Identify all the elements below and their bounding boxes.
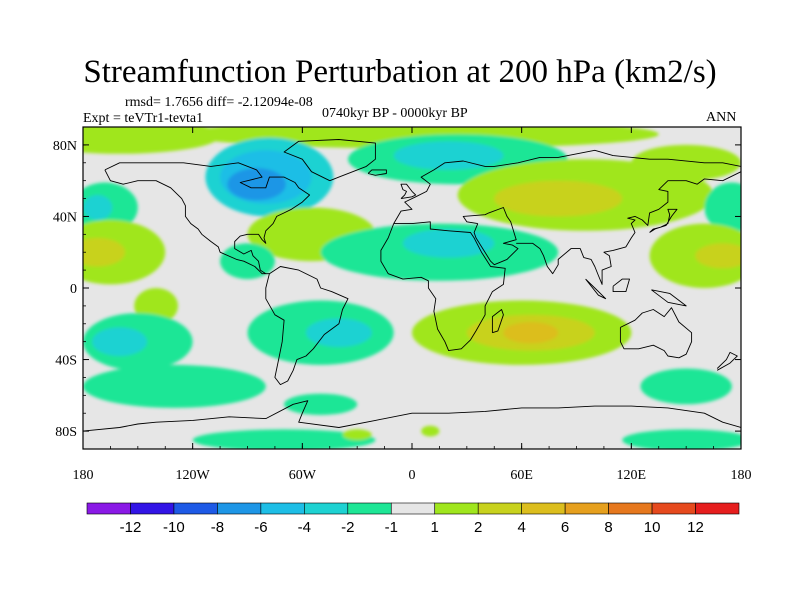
colorbar-swatch [477, 502, 522, 515]
season-label: ANN [706, 110, 737, 125]
coastline [619, 307, 693, 359]
colorbar-swatch [564, 502, 609, 515]
coastlines [83, 139, 741, 432]
lon-tick-label: 120E [617, 468, 647, 483]
lat-tick-label: 80S [55, 425, 77, 440]
colorbar-label: -6 [254, 519, 267, 536]
lat-tick-label: 0 [70, 282, 77, 297]
coastline [380, 221, 506, 352]
negative-anomaly [393, 141, 504, 170]
colorbar-swatch [695, 502, 740, 515]
negative-anomaly [220, 243, 275, 280]
colorbar-label: 4 [518, 519, 526, 536]
period-label: 0740kyr BP - 0000kyr BP [322, 106, 468, 121]
positive-anomaly [503, 322, 559, 344]
negative-anomaly [704, 182, 741, 233]
lat-tick-label: 80N [53, 139, 77, 154]
coastline [491, 309, 504, 334]
positive-anomaly [421, 425, 440, 437]
plot-title: Streamfunction Perturbation at 200 hPa (… [83, 54, 717, 90]
colorbar-label: 2 [474, 519, 482, 536]
lon-tick-label: 0 [409, 468, 416, 483]
negative-anomaly [83, 364, 266, 408]
negative-anomaly [192, 429, 376, 449]
colorbar-swatch [260, 502, 305, 515]
colorbar-label: 12 [687, 519, 704, 536]
lon-tick-label: 180 [731, 468, 752, 483]
colorbar-label: -12 [120, 519, 142, 536]
coastline [716, 351, 738, 371]
coastline [393, 149, 741, 224]
lon-tick-label: 120W [176, 468, 211, 483]
colorbar-swatch [434, 502, 479, 515]
negative-anomaly [92, 327, 147, 357]
stats-label: rmsd= 1.7656 diff= -2.12094e-08 [125, 95, 313, 110]
axis-ticks: 80N 40N 0 40S 80S 180 120W 60W 0 60E 120E 180 [53, 126, 752, 483]
colorbar-label: -10 [163, 519, 185, 536]
coastline [649, 208, 678, 233]
lon-tick-label: 60W [289, 468, 317, 483]
colorbar-label: -4 [298, 519, 311, 536]
coastline [367, 169, 387, 176]
negative-anomaly [402, 229, 495, 258]
negative-anomaly [284, 393, 358, 415]
colorbar-swatch [304, 502, 349, 515]
colorbar-label: -8 [211, 519, 224, 536]
coastline [283, 139, 376, 182]
positive-anomaly [631, 144, 741, 181]
experiment-label: Expt = teVTr1-tevta1 [83, 111, 204, 126]
colorbar-label: 6 [561, 519, 569, 536]
coastline [585, 278, 607, 300]
coastline [516, 171, 741, 285]
colorbar-swatch [217, 502, 262, 515]
positive-anomaly [494, 180, 623, 217]
colorbar: -12 -10 -8 -6 -4 -2 -1 1 2 4 6 8 10 12 [86, 502, 740, 536]
coastline [104, 162, 311, 275]
positive-anomaly [83, 237, 125, 267]
negative-anomaly [622, 429, 741, 449]
negative-anomaly [227, 168, 286, 201]
colorbar-swatch [608, 502, 653, 515]
colorbar-label: -1 [385, 519, 398, 536]
colorbar-label: -2 [341, 519, 354, 536]
coastline [265, 266, 349, 386]
lat-tick-label: 40N [53, 210, 77, 225]
colorbar-swatch [390, 502, 436, 515]
positive-anomaly [342, 429, 372, 441]
negative-anomaly [83, 195, 113, 220]
anomaly-field [83, 127, 741, 449]
colorbar-swatch [651, 502, 696, 515]
colorbar-swatch [521, 502, 566, 515]
lon-tick-label: 180 [73, 468, 94, 483]
negative-anomaly [640, 368, 732, 405]
colorbar-label: 10 [644, 519, 661, 536]
coastline [612, 278, 630, 293]
colorbar-label: 1 [431, 519, 439, 536]
positive-anomaly [695, 243, 741, 269]
lat-tick-label: 40S [55, 354, 77, 369]
negative-anomaly [306, 318, 372, 348]
coastline [83, 400, 741, 432]
colorbar-label: 8 [604, 519, 612, 536]
coastline [462, 207, 519, 266]
colorbar-swatch [130, 502, 175, 515]
colorbar-swatch [347, 502, 392, 515]
colorbar-swatch [86, 502, 131, 515]
colorbar-swatch [173, 502, 218, 515]
coastline [400, 183, 417, 200]
lon-tick-label: 60E [510, 468, 533, 483]
coastline [651, 289, 687, 307]
